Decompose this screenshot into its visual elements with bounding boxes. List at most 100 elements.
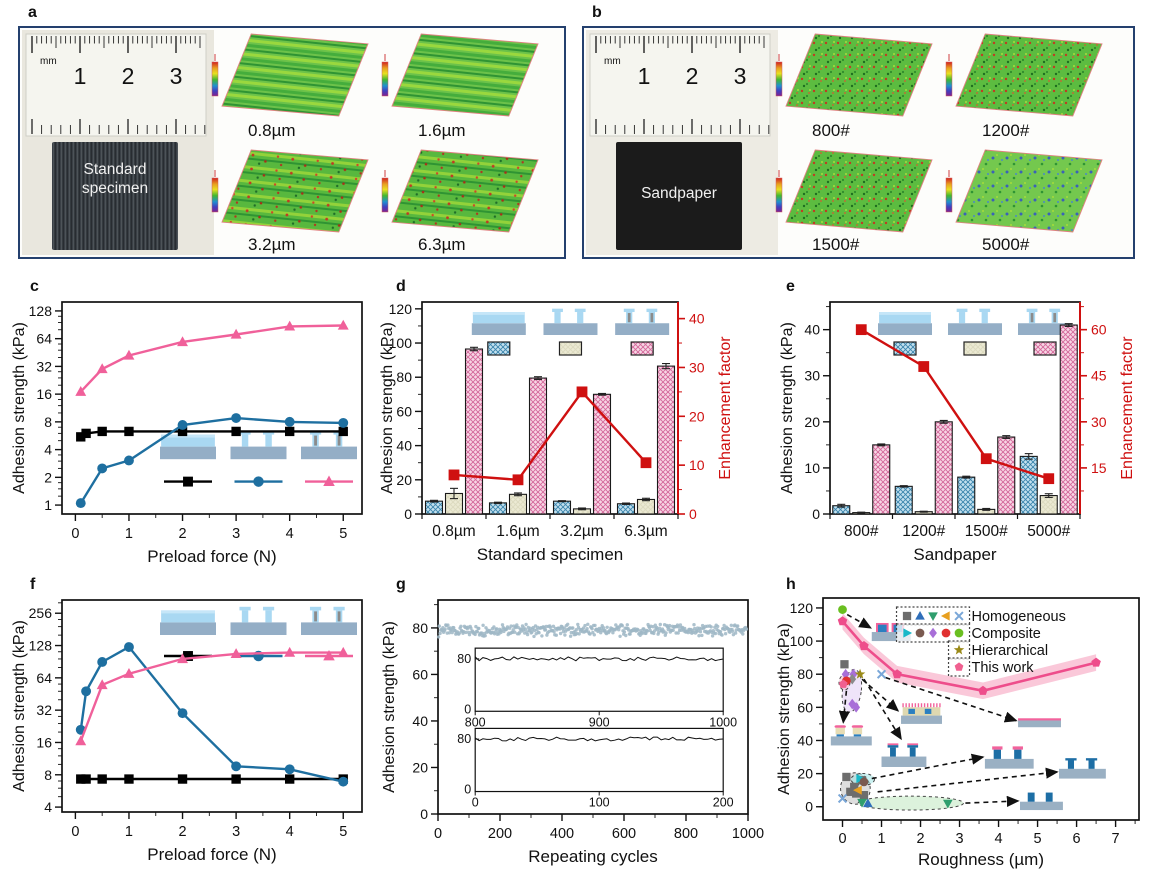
svg-text:2: 2: [44, 469, 52, 485]
svg-text:1: 1: [125, 526, 133, 542]
chart-f-canvas: 4 8 16 32 64 128 256 0 1 2 3 4 5 Preload force (N) Adh…: [11, 599, 363, 864]
svg-text:7: 7: [1112, 831, 1120, 847]
svg-text:64: 64: [36, 670, 52, 686]
svg-text:Enhancement factor: Enhancement factor: [1119, 336, 1136, 480]
svg-text:400: 400: [550, 826, 574, 842]
svg-text:Adhesion strength (kPa): Adhesion strength (kPa): [779, 322, 796, 494]
svg-text:0: 0: [689, 506, 697, 522]
svg-text:800: 800: [674, 826, 698, 842]
svg-text:0: 0: [812, 506, 820, 522]
svg-text:10: 10: [804, 460, 820, 476]
svg-text:20: 20: [797, 766, 813, 782]
svg-text:1.6µm: 1.6µm: [418, 121, 466, 140]
svg-text:1200#: 1200#: [902, 523, 945, 540]
panel-e-label: e: [786, 278, 795, 295]
chart-d-bars: 0 20 40 60 80 100 120 0 10 20 30 40 0.8µm 1.6µm 3.2µm 6…: [378, 292, 778, 587]
svg-text:800#: 800#: [812, 121, 850, 140]
panel-b-canvas: 1 2 3 mm Sandpaper 800# 1200# 1500# 5000#: [584, 28, 1133, 257]
svg-text:Adhesion strength (kPa): Adhesion strength (kPa): [381, 621, 398, 793]
svg-text:1000: 1000: [709, 715, 737, 729]
svg-text:5: 5: [1034, 831, 1042, 847]
svg-text:3: 3: [232, 824, 240, 840]
svg-text:8: 8: [44, 414, 52, 430]
chart-d-canvas: 0 20 40 60 80 100 120 0 10 20 30 40 0.8µm 1.6µm 3.2µm 6…: [379, 301, 734, 564]
svg-text:120: 120: [790, 600, 814, 616]
chart-f-preload-line: 4 8 16 32 64 128 256 0 1 2 3 4 5 Preload force (N) Adh…: [8, 590, 373, 884]
svg-text:120: 120: [389, 301, 413, 317]
chart-h-roughness: 0 20 40 60 80 100 120 0 1 2 3 4 5 6 7 Roughness (µm) Adh…: [775, 590, 1155, 884]
svg-text:1: 1: [125, 824, 133, 840]
svg-text:Adhesion strength (kPa): Adhesion strength (kPa): [11, 620, 28, 792]
svg-text:Enhancement factor: Enhancement factor: [717, 336, 734, 480]
svg-text:2: 2: [178, 824, 186, 840]
svg-text:200: 200: [488, 826, 512, 842]
svg-text:0: 0: [404, 506, 412, 522]
chart-e-canvas: 0 10 20 30 40 15 30 45 60 800# 1200# 1500# 5000# Sand…: [779, 301, 1136, 564]
svg-text:0: 0: [420, 806, 428, 822]
svg-text:2: 2: [916, 831, 924, 847]
svg-text:Homogeneous: Homogeneous: [972, 609, 1066, 625]
svg-text:1500#: 1500#: [812, 235, 860, 254]
svg-text:0.8µm: 0.8µm: [432, 523, 475, 540]
svg-text:4: 4: [995, 831, 1003, 847]
chart-c-canvas: 1 2 4 8 16 32 64 128 0 1 2 3 4 5 Preload force (N) Adhe…: [11, 301, 363, 566]
svg-text:Composite: Composite: [972, 626, 1041, 642]
svg-text:20: 20: [412, 759, 428, 775]
svg-text:800: 800: [465, 715, 486, 729]
svg-text:64: 64: [36, 331, 52, 347]
svg-text:3.2µm: 3.2µm: [560, 523, 603, 540]
svg-text:4: 4: [286, 526, 294, 542]
panel-a-label: a: [28, 4, 37, 21]
svg-text:40: 40: [396, 438, 412, 454]
svg-text:200: 200: [713, 796, 734, 810]
svg-text:80: 80: [412, 620, 428, 636]
svg-text:0: 0: [472, 796, 479, 810]
svg-text:20: 20: [804, 414, 820, 430]
svg-text:3: 3: [170, 63, 183, 89]
svg-text:60: 60: [412, 666, 428, 682]
svg-text:30: 30: [689, 359, 705, 375]
svg-text:0: 0: [464, 702, 471, 716]
svg-text:Standard specimen: Standard specimen: [477, 545, 623, 564]
svg-text:16: 16: [36, 734, 52, 750]
svg-text:Roughness (µm): Roughness (µm): [918, 850, 1044, 869]
svg-text:128: 128: [29, 638, 53, 654]
svg-text:20: 20: [396, 472, 412, 488]
svg-text:Adhesion strength (kPa): Adhesion strength (kPa): [776, 623, 793, 795]
svg-text:4: 4: [44, 442, 52, 458]
svg-text:15: 15: [1091, 460, 1107, 476]
panel-b-label: b: [592, 4, 602, 21]
svg-text:mm: mm: [40, 56, 57, 67]
svg-text:32: 32: [36, 358, 52, 374]
svg-text:20: 20: [689, 408, 705, 424]
svg-text:80: 80: [396, 369, 412, 385]
svg-text:1: 1: [877, 831, 885, 847]
svg-text:1000: 1000: [732, 826, 764, 842]
panel-d-label: d: [396, 278, 406, 295]
svg-text:Preload force (N): Preload force (N): [147, 547, 276, 566]
svg-text:10: 10: [689, 457, 705, 473]
panel-h-label: h: [786, 576, 796, 593]
svg-text:1200#: 1200#: [982, 121, 1030, 140]
panel-a-photos: 1 2 3 mm Standard specimen 0.8µm 1.6µm 3.2µm 6.3µ…: [18, 26, 566, 259]
svg-text:Standard: Standard: [84, 161, 147, 178]
svg-text:900: 900: [589, 715, 610, 729]
svg-text:Adhesion strength (kPa): Adhesion strength (kPa): [11, 322, 28, 494]
chart-g-cycles: 0 20 40 60 80 0 200 400 600 800 1000 Repeating cycl…: [378, 590, 773, 884]
svg-text:5: 5: [339, 824, 347, 840]
svg-text:0: 0: [464, 783, 471, 797]
svg-text:2: 2: [686, 63, 699, 89]
svg-text:4: 4: [286, 824, 294, 840]
svg-text:8: 8: [44, 767, 52, 783]
panel-f-label: f: [30, 576, 36, 593]
svg-text:0.8µm: 0.8µm: [248, 121, 296, 140]
svg-text:60: 60: [797, 699, 813, 715]
chart-c-preload-line: 1 2 4 8 16 32 64 128 0 1 2 3 4 5 Preload force (N) Adhe…: [8, 292, 373, 587]
svg-text:Hierarchical: Hierarchical: [972, 643, 1049, 659]
svg-text:0: 0: [805, 799, 813, 815]
svg-text:100: 100: [389, 335, 413, 351]
panel-a-canvas: 1 2 3 mm Standard specimen 0.8µm 1.6µm 3.2µm 6.3µ…: [20, 28, 564, 257]
svg-text:30: 30: [1091, 414, 1107, 430]
